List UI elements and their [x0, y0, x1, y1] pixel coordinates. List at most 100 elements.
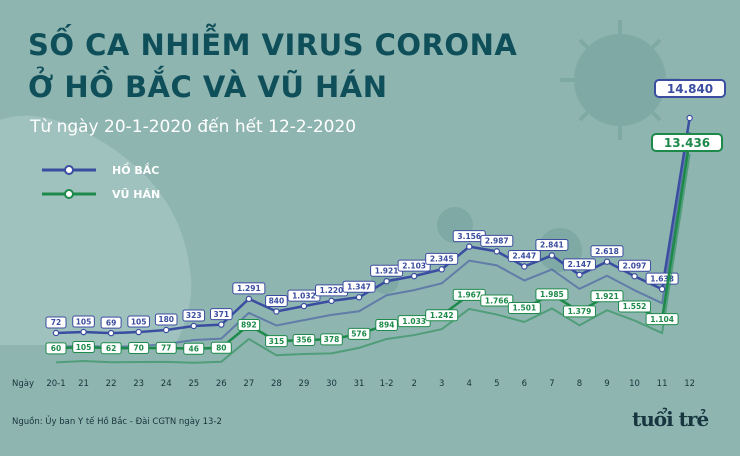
data-label: 62: [106, 344, 116, 353]
x-tick-label: 5: [494, 379, 499, 389]
x-tick-label: 9: [604, 379, 609, 389]
data-point: [52, 329, 60, 337]
data-label-box: [507, 301, 541, 314]
legend-swatch-wuhan: [40, 184, 98, 204]
x-tick-label: 1-2: [380, 379, 394, 389]
data-label: 105: [76, 343, 92, 352]
data-label: 105: [76, 317, 92, 326]
x-tick-label: 8: [577, 379, 582, 389]
data-label: 180: [158, 315, 174, 324]
x-tick-label: 26: [216, 379, 227, 389]
data-point: [273, 308, 280, 315]
data-label-box: [265, 335, 288, 348]
data-point: [328, 297, 335, 305]
data-label: 1.033: [402, 317, 426, 326]
data-label: 1.242: [430, 311, 454, 320]
x-tick-label: 30: [326, 379, 337, 389]
x-tick-label: 4: [467, 379, 472, 389]
source-note: Nguồn: Ủy ban Y tế Hồ Bắc - Đài CGTN ngà…: [12, 417, 222, 427]
data-label: 13.436: [664, 136, 710, 150]
data-label-box: [535, 238, 569, 251]
data-label: 2.447: [512, 252, 536, 261]
data-label-box: [182, 309, 206, 322]
x-tick-label: 23: [133, 379, 144, 389]
x-tick-label: 2: [411, 379, 416, 389]
data-point: [245, 295, 253, 303]
data-label-box: [480, 234, 514, 247]
data-label: 323: [186, 311, 202, 320]
data-label-box: [590, 290, 624, 303]
data-point: [521, 263, 528, 270]
publisher-logo: tuổi trẻ: [632, 407, 709, 431]
data-label-box: [210, 341, 232, 354]
data-label-box: [210, 308, 233, 321]
data-label: 2.841: [540, 241, 564, 250]
data-label-box: [654, 79, 726, 98]
title-line-1: SỐ CA NHIỄM VIRUS CORONA: [28, 28, 518, 62]
data-label-box: [507, 249, 541, 262]
data-label: 105: [131, 317, 147, 326]
data-label: 1.921: [375, 266, 399, 275]
data-point: [355, 294, 363, 301]
data-label: 1.501: [512, 304, 536, 313]
x-tick-label: 10: [629, 379, 640, 389]
x-axis-title: Ngày: [12, 379, 34, 389]
legend-label-hubei: HỒ BẮC: [112, 163, 160, 177]
x-tick-label: 27: [243, 379, 254, 389]
data-label-box: [127, 315, 150, 328]
data-point: [631, 273, 638, 280]
data-label-box: [342, 280, 376, 293]
data-label-box: [480, 294, 514, 307]
data-label-box: [72, 315, 95, 328]
data-point: [135, 328, 142, 336]
data-label-box: [645, 313, 679, 326]
x-tick-label: 22: [106, 379, 117, 389]
legend-item-wuhan: VŨ HÁN: [40, 184, 160, 204]
data-label: 1.638: [650, 274, 674, 283]
data-label-box: [618, 300, 652, 313]
data-label-box: [237, 319, 261, 332]
data-label: 1.104: [650, 315, 674, 324]
data-label: 72: [51, 318, 61, 327]
data-point: [300, 302, 308, 310]
data-label: 2.147: [568, 260, 592, 269]
data-label: 1.032: [292, 291, 316, 300]
subtitle: Từ ngày 20-1-2020 đến hết 12-2-2020: [30, 117, 357, 137]
data-point: [107, 329, 115, 337]
data-label-box: [425, 309, 459, 322]
x-tick-label: 11: [657, 379, 668, 389]
data-label: 46: [189, 344, 199, 353]
data-label: 3.156: [457, 232, 481, 241]
data-label: 1.379: [568, 307, 592, 316]
x-tick-label: 24: [161, 379, 172, 389]
data-label: 2.987: [485, 237, 509, 246]
data-label: 2.345: [430, 255, 454, 264]
data-label-box: [45, 316, 67, 329]
data-label-box: [45, 342, 67, 355]
data-label: 80: [216, 343, 226, 352]
data-label: 894: [379, 321, 395, 330]
series-shadow-line: [55, 153, 691, 364]
data-label: 892: [241, 321, 257, 330]
data-label-box: [562, 305, 596, 318]
data-label: 315: [269, 337, 285, 346]
data-label-box: [320, 333, 343, 346]
data-label-box: [535, 288, 569, 301]
data-point: [603, 258, 611, 265]
data-label: 1.552: [623, 302, 647, 311]
data-point: [80, 328, 87, 336]
data-point: [466, 243, 473, 250]
data-label: 576: [351, 330, 367, 339]
data-label-box: [397, 259, 431, 272]
title-line-2: Ở HỒ BẮC VÀ VŨ HÁN: [28, 70, 388, 104]
data-point: [410, 272, 418, 280]
x-tick-label: 29: [299, 379, 310, 389]
data-label-box: [618, 259, 652, 272]
data-point: [576, 271, 583, 279]
x-tick-label: 7: [549, 379, 554, 389]
x-tick-label: 6: [522, 379, 527, 389]
data-label: 1.967: [457, 291, 481, 300]
data-label-box: [292, 334, 316, 347]
x-tick-label: 20-1: [46, 379, 65, 389]
